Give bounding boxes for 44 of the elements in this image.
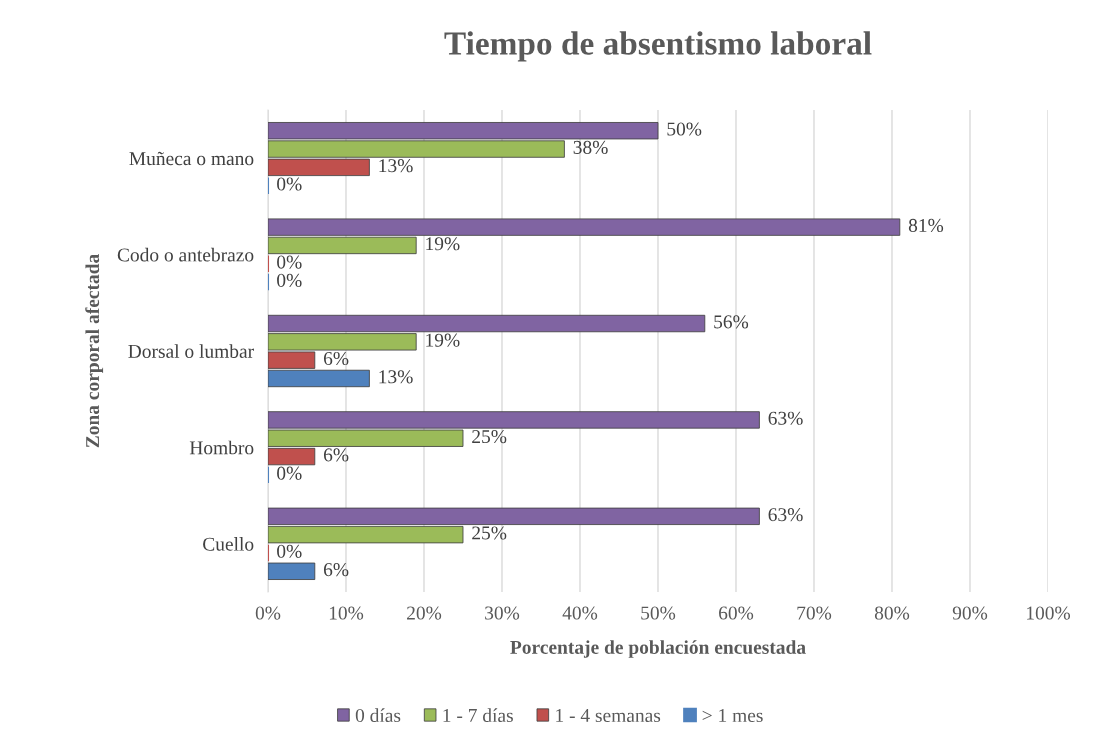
data-label: 0% (277, 255, 302, 269)
y-tick-label: Hombro (189, 440, 254, 455)
x-tick-label: 0% (255, 606, 281, 620)
x-tick-label: 60% (719, 606, 754, 620)
legend-label: 1 - 7 días (443, 708, 513, 723)
x-tick-label: 90% (952, 606, 988, 620)
y-tick-label: Muñeca o mano (129, 151, 254, 166)
data-label: 6% (323, 448, 349, 462)
y-tick-label: Cuello (203, 537, 254, 551)
x-tick-label: 40% (562, 606, 598, 620)
data-label: 63% (768, 508, 803, 522)
x-axis-title: Porcentaje de población encuestada (510, 640, 806, 658)
data-label: 50% (667, 122, 702, 136)
data-label: 0% (277, 466, 302, 480)
legend-label: 1 - 4 semanas (556, 709, 661, 723)
y-axis-title: Zona corporal afectada (85, 254, 104, 448)
chart-title: Tiempo de absentismo laboral (444, 31, 872, 62)
data-label: 0% (277, 273, 302, 288)
x-tick-label: 10% (329, 606, 364, 620)
data-label: 6% (323, 563, 349, 577)
data-label: 56% (714, 315, 749, 329)
data-label: 63% (768, 411, 803, 425)
x-tick-label: 20% (407, 606, 442, 620)
y-tick-label: Codo o antebrazo (117, 247, 254, 262)
legend-label: 0 días (355, 708, 401, 723)
data-label: 25% (472, 429, 507, 444)
data-label: 81% (908, 218, 944, 233)
data-label: 13% (379, 370, 413, 384)
data-label: 38% (573, 140, 608, 154)
data-label: 6% (323, 351, 349, 366)
bar (268, 562, 316, 580)
data-label: 19% (426, 237, 460, 251)
data-label: 25% (472, 526, 507, 540)
x-tick-label: 50% (641, 606, 676, 620)
x-tick-label: 30% (485, 606, 520, 620)
data-label: 13% (379, 159, 413, 173)
legend-label: > 1 mes (702, 709, 763, 723)
x-tick-label: 100% (1027, 606, 1071, 620)
x-tick-label: 70% (797, 606, 832, 620)
y-tick-label: Dorsal o lumbar (128, 344, 254, 358)
data-label: 19% (426, 333, 460, 347)
data-label: 0% (277, 177, 302, 191)
data-label: 0% (277, 544, 302, 558)
x-tick-label: 80% (874, 606, 910, 620)
